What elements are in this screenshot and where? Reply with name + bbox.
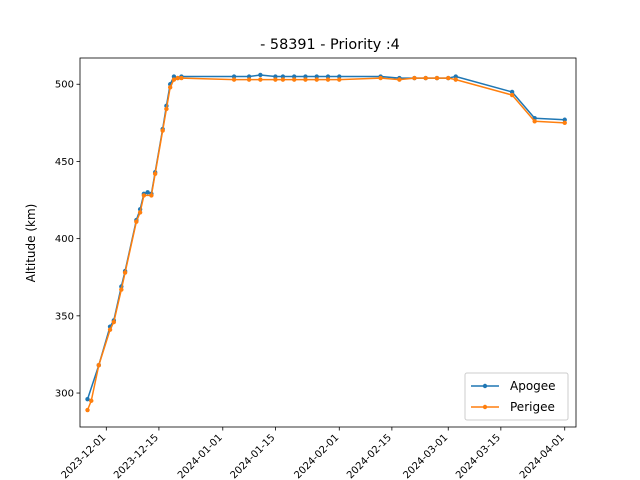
perigee-data-point <box>160 128 165 133</box>
plot-frame <box>79 57 577 428</box>
perigee-data-point <box>258 77 263 82</box>
perigee-data-point <box>453 77 458 82</box>
perigee-data-point <box>325 77 331 82</box>
legend-perigee-label: Perigee <box>510 400 555 414</box>
perigee-data-point <box>89 398 94 403</box>
perigee-data-point <box>231 77 237 82</box>
perigee-data-point <box>137 210 143 215</box>
legend-perigee-marker <box>482 404 488 410</box>
perigee-data-point <box>85 407 90 413</box>
perigee-data-point <box>446 75 451 81</box>
y-tick-label: 400 <box>55 234 74 245</box>
perigee-data-point <box>280 77 286 82</box>
legend: Apogee Perigee <box>464 372 569 421</box>
perigee-data-point <box>167 85 173 90</box>
y-tick-label: 500 <box>55 80 74 91</box>
apogee-data-point <box>303 74 308 79</box>
perigee-data-point <box>337 77 342 82</box>
perigee-data-point <box>152 171 158 176</box>
perigee-data-point <box>171 77 177 82</box>
y-tick-label: 300 <box>55 389 74 400</box>
perigee-data-point <box>149 193 154 198</box>
y-tick-label: 450 <box>55 157 74 168</box>
perigee-data-point <box>562 120 567 126</box>
perigee-data-point <box>423 75 428 81</box>
perigee-data-point <box>175 75 180 81</box>
perigee-data-point <box>179 75 184 81</box>
y-axis-label: Altitude (km) <box>24 204 38 283</box>
apogee-data-point <box>280 74 286 79</box>
perigee-data-point <box>96 363 101 368</box>
perigee-data-point <box>107 327 113 332</box>
perigee-data-point <box>509 92 515 98</box>
perigee-data-point <box>412 75 417 81</box>
chart-title: - 58391 - Priority :4 <box>260 37 400 53</box>
perigee-data-point <box>378 75 383 81</box>
legend-box <box>464 372 569 421</box>
apogee-data-point <box>231 74 237 79</box>
apogee-data-point <box>258 72 263 78</box>
series-layer <box>85 72 567 413</box>
apogee-data-point <box>171 74 177 79</box>
perigee-data-point <box>397 77 402 82</box>
apogee-data-point <box>337 74 342 79</box>
apogee-data-point <box>562 117 567 122</box>
perigee-data-point <box>122 270 128 275</box>
perigee-data-point <box>134 219 139 224</box>
perigee-data-point <box>291 77 297 82</box>
legend-apogee-label: Apogee <box>510 379 556 393</box>
apogee-data-point <box>145 190 150 195</box>
perigee-data-point <box>119 287 124 292</box>
perigee-data-point <box>246 77 252 82</box>
perigee-data-point <box>532 119 537 124</box>
perigee-data-point <box>164 106 169 112</box>
apogee-data-point <box>273 74 278 79</box>
apogee-data-point <box>246 74 252 79</box>
perigee-data-point <box>141 193 147 198</box>
perigee-data-point <box>273 77 278 82</box>
apogee-data-point <box>509 89 515 95</box>
apogee-data-point <box>291 74 297 79</box>
y-tick-label: 350 <box>55 311 74 322</box>
apogee-data-point <box>85 397 90 402</box>
perigee-data-point <box>434 75 440 81</box>
apogee-data-point <box>314 74 319 79</box>
perigee-data-point <box>303 77 308 82</box>
perigee-data-point <box>314 77 319 82</box>
apogee-data-point <box>453 74 458 79</box>
apogee-data-point <box>325 74 331 79</box>
perigee-data-point <box>111 319 117 325</box>
legend-apogee-marker <box>482 383 488 389</box>
